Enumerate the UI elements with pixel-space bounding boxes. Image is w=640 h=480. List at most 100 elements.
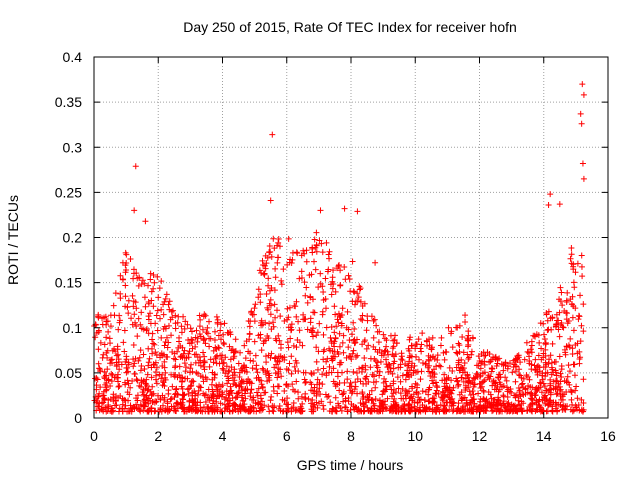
data-point (204, 330, 211, 337)
data-point (459, 334, 466, 341)
data-point (490, 354, 497, 361)
data-point (206, 363, 213, 370)
data-point (274, 390, 281, 397)
data-point (174, 374, 181, 381)
data-point (267, 397, 274, 404)
data-point (481, 377, 488, 384)
data-point (184, 386, 191, 393)
data-point (267, 287, 274, 294)
data-point (580, 175, 587, 182)
data-point (579, 160, 586, 167)
data-point (179, 375, 186, 382)
data-point (561, 391, 568, 398)
data-point (254, 392, 261, 399)
data-point (122, 282, 129, 289)
data-point (171, 373, 178, 380)
data-point (571, 284, 578, 291)
data-point (317, 280, 324, 287)
data-point (495, 394, 502, 401)
data-point (99, 315, 106, 322)
data-point (313, 358, 320, 365)
data-point (138, 309, 145, 316)
data-point (493, 401, 500, 408)
data-point (217, 327, 224, 334)
data-point (182, 368, 189, 375)
data-point (223, 388, 230, 395)
data-point (572, 387, 579, 394)
data-point (262, 265, 269, 272)
data-point (99, 392, 106, 399)
data-point (200, 378, 207, 385)
data-point (236, 383, 243, 390)
data-point (267, 248, 274, 255)
data-point (213, 313, 220, 320)
data-point (426, 384, 433, 391)
data-point (266, 300, 273, 307)
data-point (292, 303, 299, 310)
data-point (398, 408, 405, 415)
data-point (561, 307, 568, 314)
data-point (352, 379, 359, 386)
data-point (311, 236, 318, 243)
data-point (336, 387, 343, 394)
data-point (168, 403, 175, 410)
data-point (259, 257, 266, 264)
data-point (186, 397, 193, 404)
data-point (418, 348, 425, 355)
data-point (148, 374, 155, 381)
data-point (203, 329, 210, 336)
data-point (564, 373, 571, 380)
data-point (267, 197, 274, 204)
data-point (284, 261, 291, 268)
data-point (259, 365, 266, 372)
data-point (559, 302, 566, 309)
data-point (151, 408, 158, 415)
data-point (229, 346, 236, 353)
data-point (211, 336, 218, 343)
data-point (159, 382, 166, 389)
data-point (417, 345, 424, 352)
data-point (342, 276, 349, 283)
data-point (558, 289, 565, 296)
data-point (188, 361, 195, 368)
data-point (262, 319, 269, 326)
data-point (202, 391, 209, 398)
data-point (387, 368, 394, 375)
data-point (376, 368, 383, 375)
data-point (362, 399, 369, 406)
data-point (119, 259, 126, 266)
data-point (317, 270, 324, 277)
data-point (580, 301, 587, 308)
data-point (349, 350, 356, 357)
data-point (291, 388, 298, 395)
data-point (199, 326, 206, 333)
data-point (285, 407, 292, 414)
x-tick-label: 0 (90, 428, 98, 444)
data-point (526, 403, 533, 410)
data-point (308, 369, 315, 376)
data-point (121, 397, 128, 404)
data-point (241, 342, 248, 349)
data-point (304, 299, 311, 306)
data-point (299, 342, 306, 349)
data-point (154, 307, 161, 314)
data-point (295, 368, 302, 375)
data-point (348, 390, 355, 397)
data-point (327, 399, 334, 406)
data-point (197, 373, 204, 380)
data-point (526, 353, 533, 360)
data-point (557, 284, 564, 291)
data-point (149, 330, 156, 337)
data-point (448, 377, 455, 384)
data-point (258, 317, 265, 324)
data-point (268, 285, 275, 292)
data-point (323, 239, 330, 246)
data-point (550, 385, 557, 392)
data-point (195, 391, 202, 398)
data-point (295, 389, 302, 396)
data-point (309, 296, 316, 303)
data-point (359, 390, 366, 397)
data-point (156, 351, 163, 358)
data-point (121, 405, 128, 412)
data-point (376, 372, 383, 379)
